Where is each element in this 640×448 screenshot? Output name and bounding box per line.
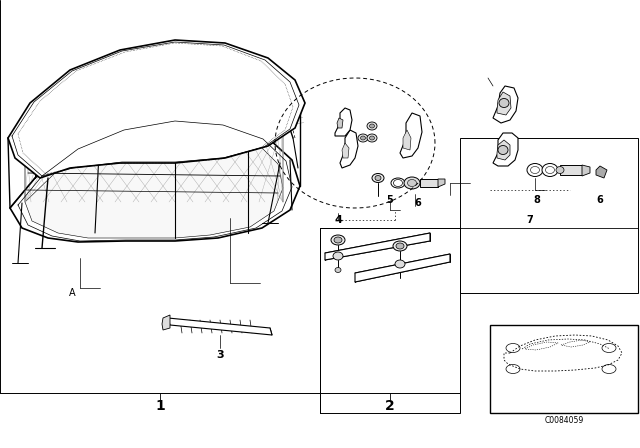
Polygon shape: [25, 122, 283, 238]
Ellipse shape: [498, 146, 508, 155]
Ellipse shape: [499, 99, 509, 108]
Text: C0084059: C0084059: [545, 415, 584, 425]
Ellipse shape: [367, 122, 377, 130]
Ellipse shape: [408, 180, 417, 186]
Polygon shape: [342, 143, 349, 158]
Text: 7: 7: [527, 215, 533, 225]
Ellipse shape: [531, 167, 540, 173]
Polygon shape: [403, 130, 411, 150]
Ellipse shape: [360, 136, 365, 140]
Ellipse shape: [369, 124, 374, 128]
Polygon shape: [493, 86, 518, 123]
Ellipse shape: [404, 177, 420, 189]
Ellipse shape: [556, 167, 564, 173]
Polygon shape: [596, 166, 607, 178]
Ellipse shape: [393, 241, 407, 251]
Text: 4: 4: [334, 215, 342, 225]
Polygon shape: [355, 254, 450, 282]
Polygon shape: [337, 118, 343, 128]
Polygon shape: [493, 133, 518, 166]
Text: 5: 5: [387, 195, 394, 205]
Polygon shape: [8, 40, 305, 178]
Ellipse shape: [545, 167, 554, 173]
Polygon shape: [162, 315, 170, 330]
Ellipse shape: [333, 252, 343, 260]
Text: 6: 6: [415, 198, 421, 208]
Bar: [460, 138, 638, 293]
Polygon shape: [340, 130, 358, 168]
Ellipse shape: [335, 267, 341, 272]
Ellipse shape: [527, 164, 543, 177]
Ellipse shape: [395, 260, 405, 268]
Ellipse shape: [334, 237, 342, 243]
Text: 3: 3: [216, 350, 224, 360]
Ellipse shape: [394, 180, 403, 186]
Polygon shape: [168, 318, 272, 335]
Ellipse shape: [367, 134, 377, 142]
Polygon shape: [438, 179, 445, 187]
Polygon shape: [582, 165, 590, 176]
Bar: [560, 165, 582, 175]
Polygon shape: [10, 120, 300, 242]
Bar: [490, 325, 638, 413]
Ellipse shape: [542, 164, 558, 177]
Polygon shape: [400, 113, 422, 158]
Text: 6: 6: [596, 195, 604, 205]
Text: 1: 1: [155, 399, 165, 413]
Ellipse shape: [331, 235, 345, 245]
Ellipse shape: [358, 134, 368, 142]
Ellipse shape: [375, 176, 381, 181]
Text: 2: 2: [385, 399, 395, 413]
Ellipse shape: [372, 173, 384, 182]
Bar: [420, 179, 438, 187]
Ellipse shape: [391, 178, 405, 188]
Polygon shape: [335, 108, 352, 136]
Polygon shape: [325, 233, 430, 260]
Text: 8: 8: [534, 195, 540, 205]
Polygon shape: [497, 140, 510, 160]
Text: A: A: [68, 288, 76, 298]
Bar: [320, 228, 460, 413]
Polygon shape: [497, 92, 511, 115]
Ellipse shape: [369, 136, 374, 140]
Ellipse shape: [396, 243, 404, 249]
